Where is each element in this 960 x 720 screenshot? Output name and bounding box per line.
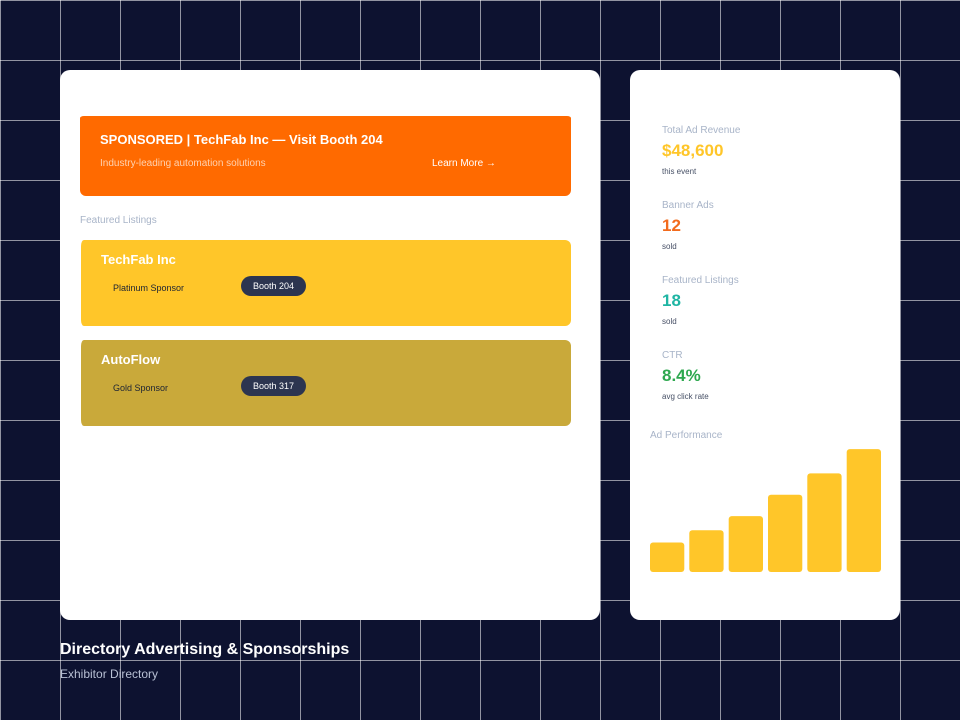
listing-name: AutoFlow: [101, 352, 161, 367]
learn-more-link[interactable]: Learn More →: [432, 158, 496, 169]
stat-caption: avg click rate: [662, 392, 709, 401]
stat-label: CTR: [662, 350, 683, 361]
sponsored-banner[interactable]: SPONSORED | TechFab Inc — Visit Booth 20…: [80, 114, 571, 196]
stat-caption: sold: [662, 242, 677, 251]
stat-caption: sold: [662, 317, 677, 326]
chart-bar-6: [846, 449, 881, 572]
listing-name: TechFab Inc: [101, 252, 176, 267]
stat-value: 8.4%: [662, 366, 701, 385]
sponsor-tier: Platinum Sponsor: [113, 283, 185, 293]
banner-subtitle: Industry-leading automation solutions: [100, 158, 266, 169]
ad-performance-chart: [650, 449, 881, 572]
page-subtitle: Exhibitor Directory: [60, 667, 159, 681]
chart-bar-4: [768, 494, 803, 572]
stat-banner-ads: Banner Ads 12 sold: [662, 200, 714, 251]
ad-performance-label: Ad Performance: [650, 430, 723, 441]
booth-badge[interactable]: Booth 204: [241, 276, 307, 296]
page-title: Directory Advertising & Sponsorships: [60, 641, 350, 658]
banner-title: SPONSORED | TechFab Inc — Visit Booth 20…: [100, 132, 383, 147]
chart-bar-3: [728, 516, 763, 572]
chart-bar-5: [807, 473, 842, 572]
stat-value: $48,600: [662, 141, 724, 160]
chart-bar-1: [650, 542, 685, 572]
stat-value: 12: [662, 216, 681, 235]
featured-listing-techfab[interactable]: TechFab Inc Platinum Sponsor Booth 204: [78, 240, 571, 326]
stat-label: Total Ad Revenue: [662, 125, 741, 136]
chart-bar-2: [689, 530, 724, 572]
stat-caption: this event: [662, 167, 697, 176]
stat-label: Featured Listings: [662, 275, 739, 286]
booth-badge[interactable]: Booth 317: [241, 376, 307, 396]
featured-listings-label: Featured Listings: [80, 215, 157, 226]
stat-label: Banner Ads: [662, 200, 714, 211]
ad-preview-panel: SPONSORED | TechFab Inc — Visit Booth 20…: [60, 70, 600, 620]
sponsor-tier: Gold Sponsor: [113, 383, 169, 393]
stat-total-ad-revenue: Total Ad Revenue $48,600 this event: [662, 125, 740, 176]
featured-listing-autoflow[interactable]: AutoFlow Gold Sponsor Booth 317: [78, 340, 571, 426]
stat-featured-listings: Featured Listings 18 sold: [662, 275, 739, 326]
ad-stats-panel: Total Ad Revenue $48,600 this event Bann…: [630, 70, 900, 620]
stat-ctr: CTR 8.4% avg click rate: [662, 350, 709, 401]
stat-value: 18: [662, 291, 681, 310]
